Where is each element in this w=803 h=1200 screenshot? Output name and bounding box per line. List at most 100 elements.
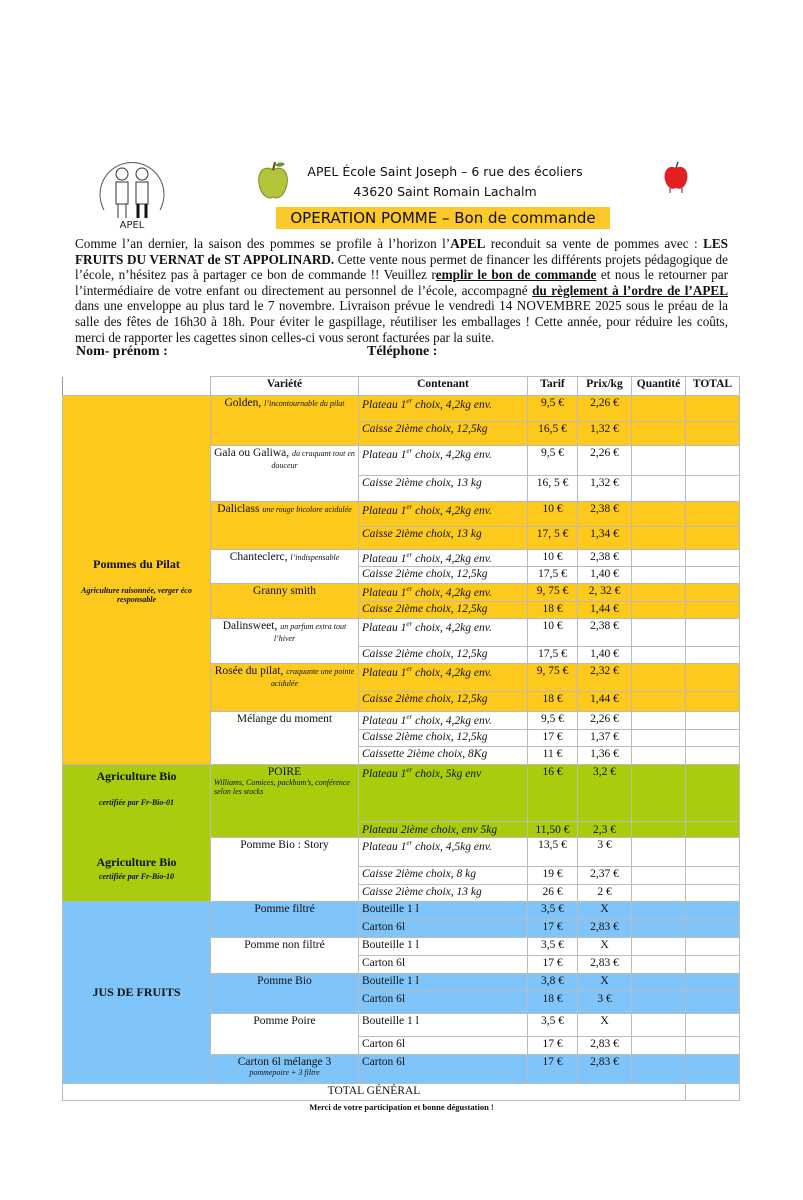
price-cell: 9, 75 €: [527, 583, 578, 602]
total-input[interactable]: [685, 1013, 740, 1037]
quantity-input[interactable]: [631, 395, 686, 422]
quantity-input[interactable]: [631, 501, 686, 527]
total-input[interactable]: [685, 549, 740, 567]
quantity-input[interactable]: [631, 1054, 686, 1084]
total-input[interactable]: [685, 395, 740, 422]
quantity-input[interactable]: [631, 421, 686, 446]
total-input[interactable]: [685, 991, 740, 1014]
total-input[interactable]: [685, 526, 740, 550]
quantity-input[interactable]: [631, 475, 686, 502]
total-input[interactable]: [685, 955, 740, 974]
quantity-input[interactable]: [631, 955, 686, 974]
price-cell: 17 €: [527, 955, 578, 974]
quantity-input[interactable]: [631, 821, 686, 838]
quantity-input[interactable]: [631, 919, 686, 938]
total-input[interactable]: [685, 866, 740, 885]
category-name: Pommes du Pilat: [93, 556, 180, 571]
price-per-kg-cell: 2,83 €: [577, 919, 632, 938]
table-header-row: Variété Contenant Tarif Prix/kg Quantité…: [62, 376, 740, 396]
total-input[interactable]: [685, 583, 740, 602]
price-cell: 17,5 €: [527, 566, 578, 584]
container-cell: Bouteille 1 l: [358, 973, 528, 992]
quantity-input[interactable]: [631, 549, 686, 567]
grand-total-input[interactable]: [685, 1083, 740, 1101]
quantity-input[interactable]: [631, 566, 686, 584]
table-row: Mélange du moment Plateau 1er choix, 4,2…: [63, 711, 740, 765]
total-input[interactable]: [685, 1054, 740, 1084]
price-cell: 9,5 €: [527, 711, 578, 730]
quantity-input[interactable]: [631, 618, 686, 647]
address-line-1: APEL École Saint Joseph – 6 rue des écol…: [307, 164, 583, 179]
total-input[interactable]: [685, 821, 740, 838]
container-cell: Caisse 2ième choix, 12,5kg: [358, 646, 528, 664]
quantity-input[interactable]: [631, 991, 686, 1014]
variety-cell: Gala ou Galiwa, du craquant tout en douc…: [210, 445, 359, 502]
variety-cell: Mélange du moment: [210, 711, 359, 765]
name-field-label[interactable]: Nom- prénom :: [76, 344, 168, 359]
phone-field-label[interactable]: Téléphone :: [367, 344, 438, 359]
total-input[interactable]: [685, 445, 740, 476]
quantity-input[interactable]: [631, 729, 686, 747]
total-input[interactable]: [685, 711, 740, 730]
total-input[interactable]: [685, 691, 740, 712]
quantity-input[interactable]: [631, 663, 686, 692]
quantity-input[interactable]: [631, 837, 686, 867]
superscript-er: er: [406, 713, 413, 721]
table-row: Pommes du Pilat Agriculture raisonnée, ve…: [62, 395, 740, 765]
quantity-input[interactable]: [631, 901, 686, 920]
total-input[interactable]: [685, 729, 740, 747]
container-cell: Caisse 2ième choix, 12,5kg: [358, 601, 528, 619]
quantity-input[interactable]: [631, 601, 686, 619]
total-input[interactable]: [685, 475, 740, 502]
quantity-input[interactable]: [631, 445, 686, 476]
container-cell: Plateau 1er choix, 4,2kg env.: [358, 663, 528, 692]
container-cell: Bouteille 1 l: [358, 901, 528, 920]
superscript-er: er: [406, 766, 413, 774]
variety-note: craquante une pointe acidulée: [270, 667, 355, 688]
total-input[interactable]: [685, 601, 740, 619]
address-line-2: 43620 Saint Romain Lachalm: [353, 184, 537, 199]
quantity-input[interactable]: [631, 526, 686, 550]
variety-note: l’incontournable du pilat: [264, 399, 345, 408]
total-input[interactable]: [685, 973, 740, 992]
price-per-kg-cell: 1,40 €: [577, 566, 632, 584]
superscript-er: er: [406, 397, 413, 405]
quantity-input[interactable]: [631, 937, 686, 956]
price-cell: 19 €: [527, 866, 578, 885]
price-per-kg-cell: 2,38 €: [577, 549, 632, 567]
quantity-input[interactable]: [631, 583, 686, 602]
quantity-input[interactable]: [631, 746, 686, 765]
quantity-input[interactable]: [631, 1036, 686, 1055]
total-input[interactable]: [685, 618, 740, 647]
total-input[interactable]: [685, 937, 740, 956]
total-input[interactable]: [685, 837, 740, 867]
container-cell: Caisse 2ième choix, 12,5kg: [358, 421, 528, 446]
total-input[interactable]: [685, 501, 740, 527]
quantity-input[interactable]: [631, 691, 686, 712]
quantity-input[interactable]: [631, 711, 686, 730]
total-input[interactable]: [685, 646, 740, 664]
container-cell: Caisse 2ième choix, 12,5kg: [358, 566, 528, 584]
total-input[interactable]: [685, 884, 740, 902]
total-input[interactable]: [685, 663, 740, 692]
quantity-input[interactable]: [631, 1013, 686, 1037]
container-cell: Bouteille 1 l: [358, 1013, 528, 1037]
total-input[interactable]: [685, 901, 740, 920]
total-input[interactable]: [685, 1036, 740, 1055]
total-input[interactable]: [685, 566, 740, 584]
price-cell: 17, 5 €: [527, 526, 578, 550]
total-input[interactable]: [685, 919, 740, 938]
total-input[interactable]: [685, 764, 740, 822]
quantity-input[interactable]: [631, 764, 686, 822]
variety-name: Mélange du moment: [236, 713, 333, 725]
total-input[interactable]: [685, 746, 740, 765]
price-cell: 17,5 €: [527, 646, 578, 664]
quantity-input[interactable]: [631, 646, 686, 664]
container-cell: Plateau 1er choix, 4,2kg env.: [358, 501, 528, 527]
quantity-input[interactable]: [631, 884, 686, 902]
quantity-input[interactable]: [631, 866, 686, 885]
variety-name: POIRE: [267, 766, 302, 778]
table-row: Chanteclerc, l’indispensable Plateau 1er …: [63, 549, 740, 584]
total-input[interactable]: [685, 421, 740, 446]
quantity-input[interactable]: [631, 973, 686, 992]
